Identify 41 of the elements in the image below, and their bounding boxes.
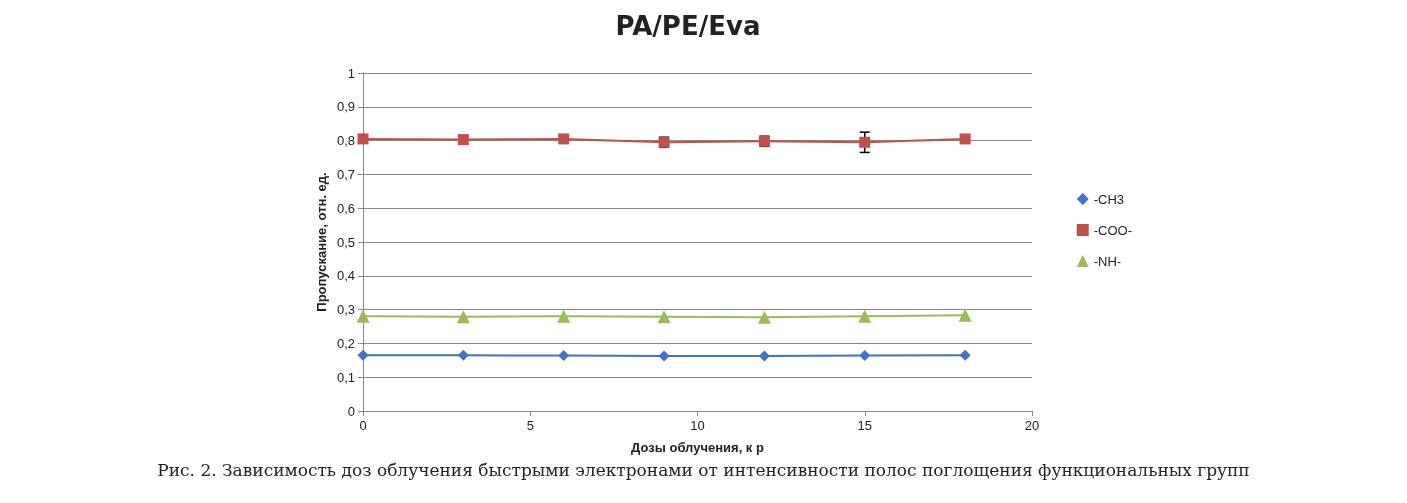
x-tick-label: 20 — [1024, 418, 1040, 433]
point — [757, 310, 771, 324]
point — [959, 349, 971, 361]
y-tick-label: 0,4 — [336, 268, 355, 284]
y-tick-label: 0 — [347, 403, 355, 419]
y-axis-title: Пропускание, отн. ед. — [314, 172, 329, 312]
legend-label: -CH3 — [1093, 191, 1125, 207]
point — [558, 133, 570, 145]
legend-label: -COO- — [1093, 222, 1133, 238]
point — [959, 133, 971, 145]
point — [557, 309, 571, 323]
y-tick-label: 0,5 — [336, 234, 355, 250]
y-tick-label: 0,6 — [336, 200, 355, 216]
point — [456, 310, 470, 324]
point — [958, 308, 972, 322]
chart-title: PA/PE/Eva — [615, 11, 761, 41]
point — [457, 134, 469, 146]
y-tick-label: 0,8 — [336, 133, 355, 149]
y-tick-label: 0,1 — [336, 369, 355, 385]
y-tick-label: 0,3 — [336, 302, 355, 318]
point — [658, 350, 670, 362]
point — [657, 310, 671, 324]
y-tick-label: 0,2 — [336, 335, 355, 351]
point — [558, 350, 570, 362]
point — [859, 136, 871, 148]
y-tick-label: 0,7 — [336, 166, 355, 182]
point — [457, 349, 469, 361]
x-axis-title: Дозы облучения, к р — [631, 440, 764, 455]
text: Рис. 2. Зависимость доз облучения быстрыми электронами от интенсивности полос поглощения функциональных групп — [156, 460, 1251, 480]
point — [859, 350, 871, 362]
point — [356, 309, 370, 323]
x-tick-label: 0 — [359, 418, 367, 433]
legend-label: -NH- — [1093, 253, 1122, 269]
point — [357, 349, 369, 361]
x-tick-label: 5 — [526, 418, 534, 433]
x-tick-label: 10 — [690, 418, 705, 433]
point — [357, 133, 369, 145]
y-tick-label: 1 — [347, 65, 355, 81]
point — [858, 309, 872, 323]
y-tick-label: 0,9 — [336, 99, 355, 115]
x-tick-label: 15 — [857, 418, 872, 433]
